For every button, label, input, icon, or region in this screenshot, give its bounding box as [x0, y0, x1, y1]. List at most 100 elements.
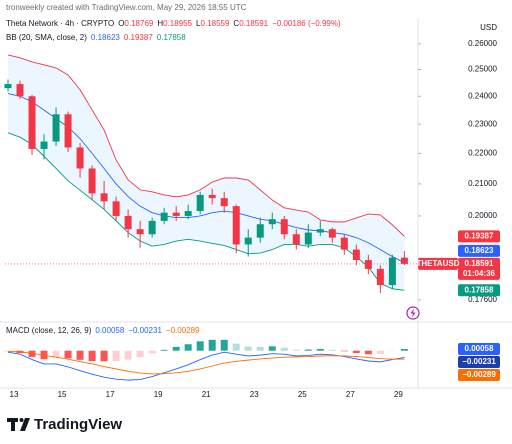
price-tag-label: 0.18591: [465, 259, 494, 268]
candle-body: [388, 257, 396, 286]
indicator-value: 0.19387: [124, 33, 153, 42]
candle-body: [64, 114, 72, 148]
histogram-bar: [208, 339, 216, 351]
histogram-value: 0.00058: [95, 326, 124, 335]
brand: TradingView: [34, 416, 122, 433]
logo-mark: [7, 418, 18, 431]
x-tick-label: 15: [58, 390, 67, 399]
candle-body: [148, 220, 156, 235]
price-tag-label: 0.17858: [465, 285, 494, 294]
ohlc-value: 0.18955: [163, 19, 192, 28]
macd-tag: [458, 369, 500, 381]
indicator-title: BB (20, SMA, close, 2): [6, 33, 87, 42]
y-tick-label: 0.17600: [468, 295, 497, 304]
candle-body: [268, 219, 276, 225]
symbol-legend: Theta Network · 4h · CRYPTO O0.18769 H0.18…: [6, 19, 341, 28]
candle-body: [220, 198, 228, 207]
candle-body: [208, 194, 216, 199]
y-tick-label: 0.21000: [468, 179, 497, 188]
macd-value: −0.00289: [166, 326, 200, 335]
candle-body: [16, 84, 24, 97]
y-tick-label: 0.25000: [468, 65, 497, 74]
price-tag-countdown: 01:04:36: [463, 269, 496, 278]
candle-body: [184, 211, 192, 216]
symbol-title: Theta Network · 4h · CRYPTO: [6, 19, 114, 28]
macd-value: −0.00231: [128, 326, 162, 335]
histogram-bar: [160, 349, 168, 351]
candle-body: [292, 234, 300, 245]
histogram-bar: [88, 350, 96, 361]
histogram-bar: [328, 349, 336, 351]
histogram-bar: [64, 350, 72, 359]
candle-body: [40, 141, 48, 149]
price-tag-label: 0.19387: [465, 231, 494, 240]
candle-body: [4, 84, 12, 89]
x-tick-label: 21: [202, 390, 211, 399]
macd-tag: [458, 356, 500, 368]
ohlc-key: O: [118, 19, 124, 28]
price-tag: [458, 244, 500, 257]
indicator-legend: BB (20, SMA, close, 2) 0.18623 0.19387 0.17…: [6, 33, 186, 42]
candle-body: [244, 237, 252, 245]
candle-body: [364, 260, 372, 269]
logo-dot: [19, 418, 24, 422]
symbol-tag: [418, 257, 458, 270]
band-line: [7, 132, 405, 291]
band-fill: [8, 54, 405, 291]
symbol-tag-label: THETAUSD: [417, 259, 460, 268]
macd-tag-label: −0.00231: [462, 357, 496, 366]
ohlc-key: L: [196, 19, 201, 28]
y-tick-label: 0.22000: [468, 148, 497, 157]
x-tick-label: 27: [346, 390, 355, 399]
candle-body: [328, 229, 336, 238]
x-tick-label: 17: [106, 390, 115, 399]
candle-body: [172, 212, 180, 216]
macd-line: [7, 350, 405, 375]
histogram-bar: [364, 350, 372, 355]
histogram-bar: [196, 341, 204, 351]
credit: tronweekly created with TradingView.com,…: [6, 3, 247, 12]
ohlc-value: 0.18591: [239, 19, 268, 28]
candle-body: [352, 249, 360, 261]
histogram-bar: [172, 346, 180, 351]
candle-body: [340, 237, 348, 250]
y-tick-label: 0.23000: [468, 119, 497, 128]
candle-body: [52, 114, 60, 142]
logo: [7, 418, 30, 431]
candle-body: [88, 168, 96, 194]
alert-icon[interactable]: [406, 306, 420, 320]
macd-legend: MACD (close, 12, 26, 9) 0.00058 −0.00231 −0…: [6, 326, 200, 335]
candle-body: [280, 219, 288, 235]
histogram-bar: [184, 344, 192, 351]
candle-body: [100, 193, 108, 202]
histogram-bar: [148, 350, 156, 354]
logo-slash: [20, 418, 30, 431]
histogram-bar: [232, 343, 240, 351]
histogram-bar: [112, 350, 120, 361]
x-tick-label: 13: [10, 390, 19, 399]
histogram-bar: [124, 350, 132, 360]
macd-title: MACD (close, 12, 26, 9): [6, 326, 92, 335]
histogram-bar: [304, 349, 312, 351]
histogram-bar: [280, 347, 288, 351]
x-tick-label: 25: [298, 390, 307, 399]
candle-body: [160, 212, 168, 221]
ohlc-value: 0.18559: [201, 19, 230, 28]
alert-bolt[interactable]: [410, 308, 416, 318]
x-tick-label: 29: [394, 390, 403, 399]
histogram-bar: [4, 350, 12, 352]
indicator-value: 0.17858: [157, 33, 186, 42]
price-tag: [458, 230, 500, 243]
y-tick-label: 0.26000: [468, 39, 497, 48]
price-tag: [458, 284, 500, 297]
macd-tag: [458, 343, 500, 355]
candle-body: [76, 147, 84, 169]
band-line: [7, 54, 405, 237]
candle-body: [112, 201, 120, 216]
ohlc-key: H: [157, 19, 163, 28]
currency: USD: [480, 23, 497, 32]
candle-body: [136, 229, 144, 235]
histogram-bar: [76, 350, 84, 360]
